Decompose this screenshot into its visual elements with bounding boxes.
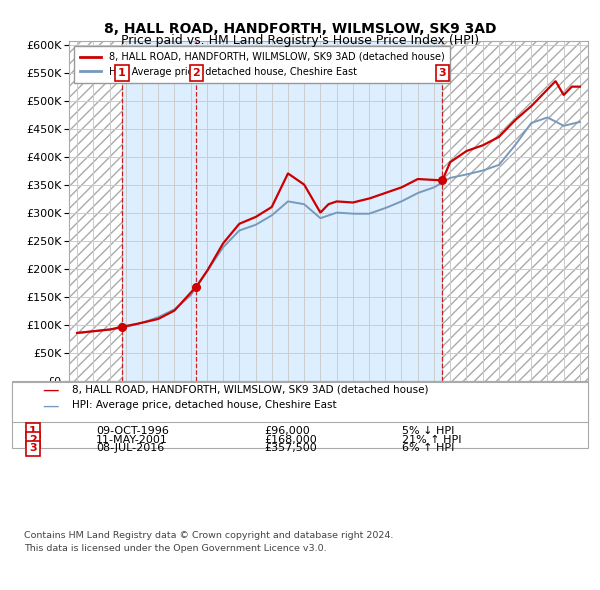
Text: 6% ↑ HPI: 6% ↑ HPI <box>402 444 454 453</box>
Text: £168,000: £168,000 <box>264 435 317 444</box>
Text: 11-MAY-2001: 11-MAY-2001 <box>96 435 168 444</box>
Bar <box>442 41 588 381</box>
Text: 8, HALL ROAD, HANDFORTH, WILMSLOW, SK9 3AD (detached house): 8, HALL ROAD, HANDFORTH, WILMSLOW, SK9 3… <box>72 385 428 395</box>
Text: HPI: Average price, detached house, Cheshire East: HPI: Average price, detached house, Ches… <box>72 401 337 410</box>
Text: 09-OCT-1996: 09-OCT-1996 <box>96 426 169 435</box>
Text: —: — <box>42 396 59 414</box>
Text: £96,000: £96,000 <box>264 426 310 435</box>
Text: 2: 2 <box>193 68 200 78</box>
Text: 1: 1 <box>118 68 126 78</box>
Text: Contains HM Land Registry data © Crown copyright and database right 2024.: Contains HM Land Registry data © Crown c… <box>24 531 394 540</box>
Text: 08-JUL-2016: 08-JUL-2016 <box>96 444 164 453</box>
Text: This data is licensed under the Open Government Licence v3.0.: This data is licensed under the Open Gov… <box>24 545 326 553</box>
Text: 2: 2 <box>29 435 37 444</box>
Text: 21% ↑ HPI: 21% ↑ HPI <box>402 435 461 444</box>
Text: 5% ↓ HPI: 5% ↓ HPI <box>402 426 454 435</box>
Text: £357,500: £357,500 <box>264 444 317 453</box>
Text: 8, HALL ROAD, HANDFORTH, WILMSLOW, SK9 3AD: 8, HALL ROAD, HANDFORTH, WILMSLOW, SK9 3… <box>104 22 496 37</box>
Bar <box>69 41 122 381</box>
Legend: 8, HALL ROAD, HANDFORTH, WILMSLOW, SK9 3AD (detached house), HPI: Average price,: 8, HALL ROAD, HANDFORTH, WILMSLOW, SK9 3… <box>74 46 451 83</box>
Text: 1: 1 <box>29 426 37 435</box>
Text: —: — <box>42 381 59 399</box>
Text: 3: 3 <box>439 68 446 78</box>
Text: Price paid vs. HM Land Registry's House Price Index (HPI): Price paid vs. HM Land Registry's House … <box>121 34 479 47</box>
Text: 3: 3 <box>29 444 37 453</box>
